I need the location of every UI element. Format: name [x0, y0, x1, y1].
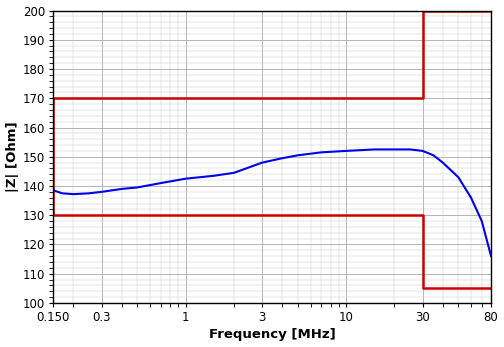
X-axis label: Frequency [MHz]: Frequency [MHz] — [209, 329, 336, 341]
Y-axis label: |Z| [Ohm]: |Z| [Ohm] — [6, 121, 19, 192]
